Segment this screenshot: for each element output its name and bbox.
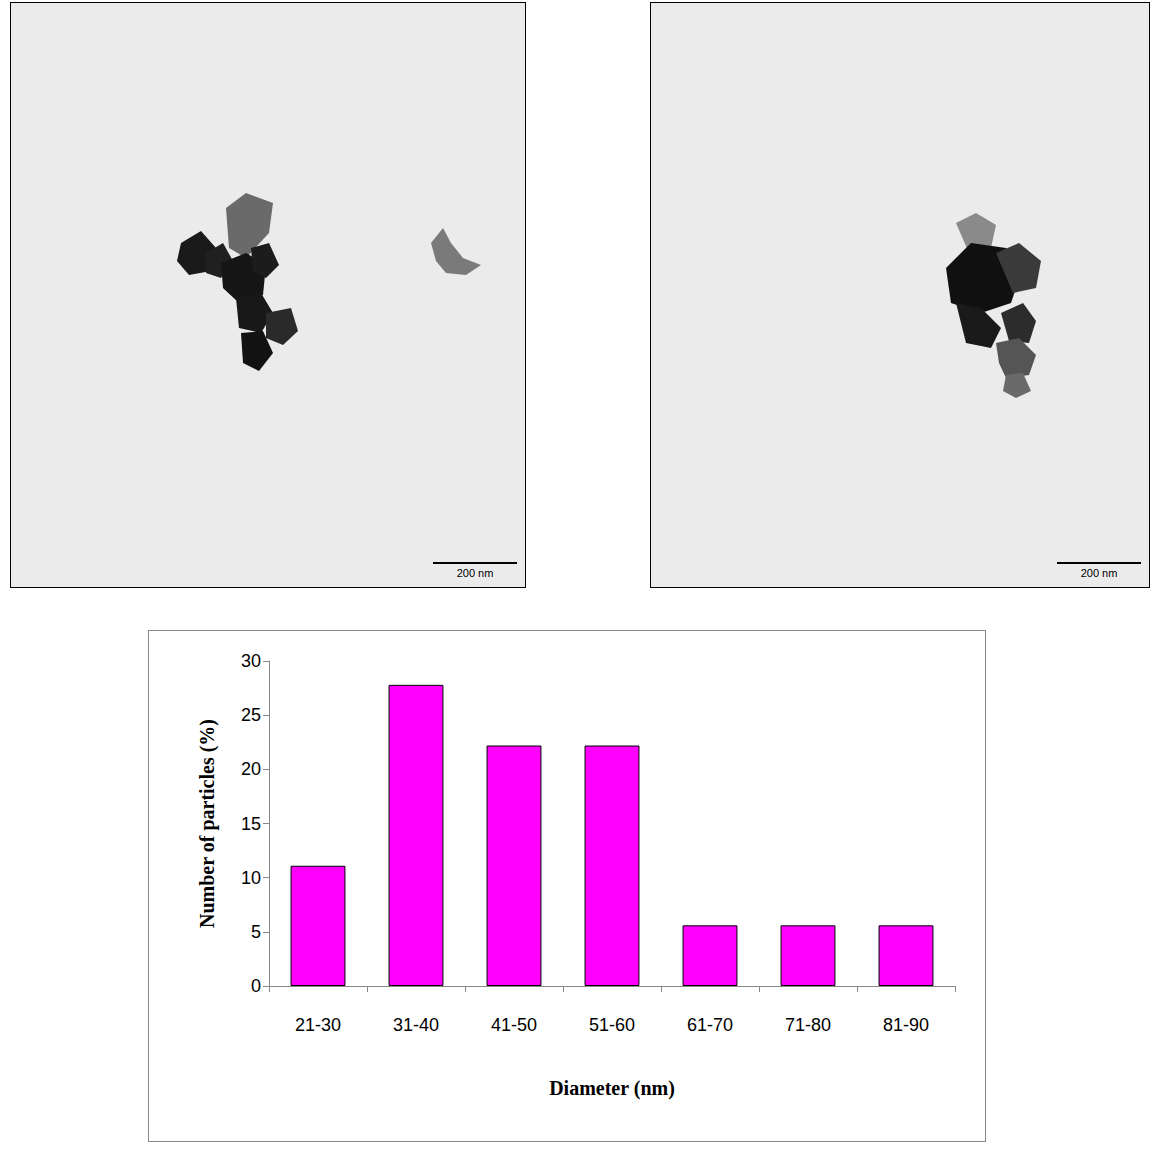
svg-text:81-90: 81-90: [883, 1015, 929, 1035]
svg-text:71-80: 71-80: [785, 1015, 831, 1035]
svg-text:200 nm: 200 nm: [457, 567, 494, 579]
svg-text:61-70: 61-70: [687, 1015, 733, 1035]
svg-text:51-60: 51-60: [589, 1015, 635, 1035]
svg-text:31-40: 31-40: [393, 1015, 439, 1035]
svg-text:30: 30: [241, 651, 261, 671]
svg-text:20: 20: [241, 759, 261, 779]
svg-text:5: 5: [251, 922, 261, 942]
svg-text:Diameter (nm): Diameter (nm): [549, 1077, 675, 1100]
svg-text:Number of particles (%): Number of particles (%): [196, 719, 219, 928]
svg-text:15: 15: [241, 814, 261, 834]
svg-text:200 nm: 200 nm: [1081, 567, 1118, 579]
svg-text:21-30: 21-30: [295, 1015, 341, 1035]
svg-text:10: 10: [241, 868, 261, 888]
svg-text:41-50: 41-50: [491, 1015, 537, 1035]
svg-text:0: 0: [251, 976, 261, 996]
svg-text:25: 25: [241, 705, 261, 725]
